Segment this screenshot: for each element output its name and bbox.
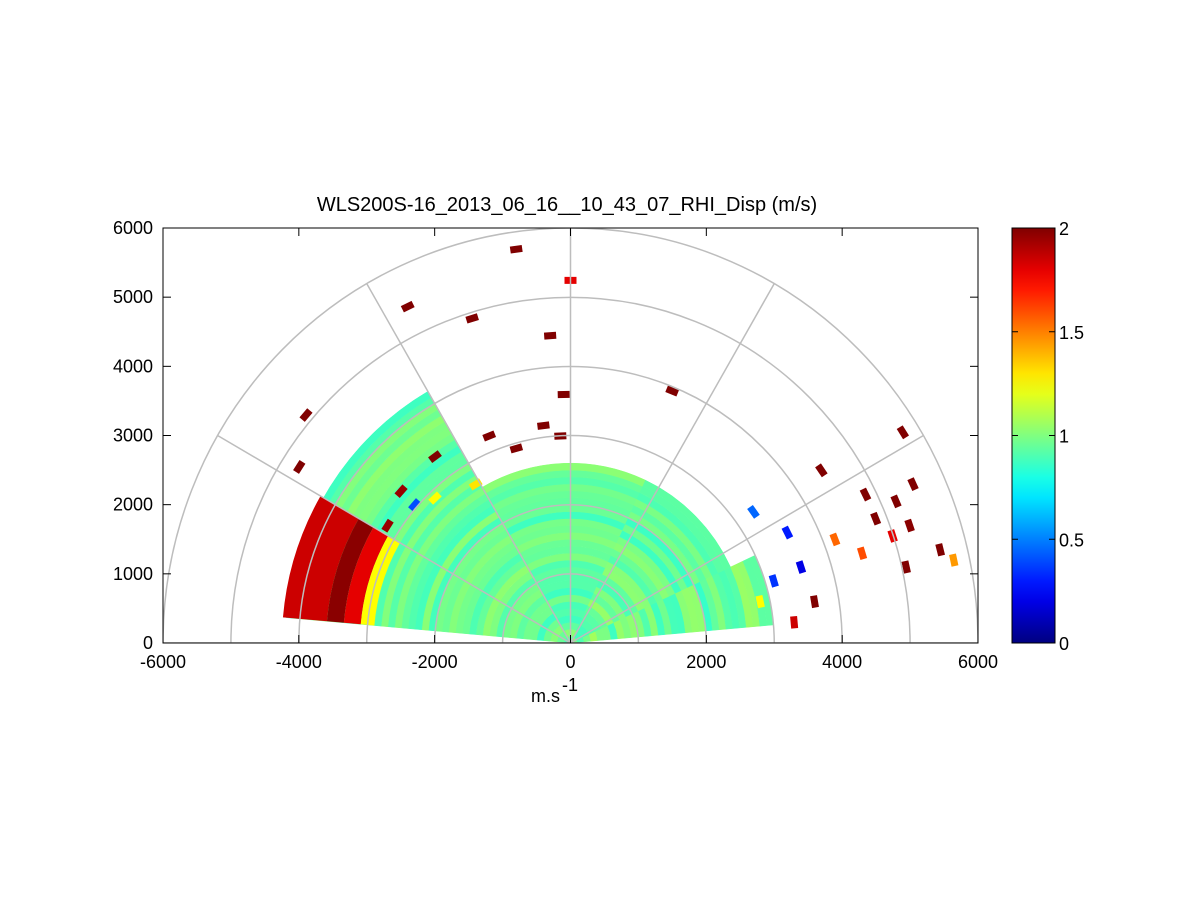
outlier-cell	[394, 484, 408, 498]
outlier-cell	[904, 518, 915, 533]
outlier-cell	[890, 494, 902, 509]
axis-ticks: -6000 -4000 -2000 0 2000 4000 6000 0 1000 2000 300…	[113, 218, 998, 672]
outlier-cell	[408, 498, 422, 512]
x-tick-label: -2000	[412, 652, 458, 672]
x-axis-label-superscript: -1	[562, 675, 578, 695]
outlier-cell	[935, 543, 946, 557]
y-tick-label: 2000	[113, 495, 153, 515]
y-tick-label: 3000	[113, 426, 153, 446]
azimuth-spoke	[570, 434, 924, 643]
outlier-cell	[901, 560, 911, 574]
outlier-cell	[509, 244, 523, 254]
outlier-cell	[907, 477, 919, 492]
colorbar-tick-label: 0.5	[1059, 530, 1084, 550]
outlier-cell	[856, 546, 868, 560]
outlier-cell	[781, 525, 794, 540]
x-tick-label: -4000	[276, 652, 322, 672]
outlier-cell	[896, 425, 910, 440]
colorbar: 0 0.5 1 1.5 2	[1011, 219, 1084, 654]
outlier-cell	[755, 595, 765, 609]
outlier-cell	[543, 331, 557, 340]
outlier-cell	[859, 487, 872, 502]
outlier-cell	[665, 385, 680, 397]
x-tick-label: 2000	[686, 652, 726, 672]
x-tick-label: 0	[565, 652, 575, 672]
outlier-cell	[768, 574, 779, 588]
y-tick-label: 5000	[113, 287, 153, 307]
outlier-cell	[815, 463, 828, 478]
outlier-cell	[509, 443, 524, 454]
y-tick-label: 1000	[113, 564, 153, 584]
outlier-cell	[795, 560, 807, 574]
x-axis-label-text: m.s	[531, 686, 560, 706]
outlier-cell	[381, 518, 394, 533]
wedge-band	[343, 527, 389, 625]
outlier-cell	[400, 300, 415, 313]
outlier-cell	[299, 408, 313, 422]
azimuth-spoke	[569, 283, 775, 643]
wedge-band	[282, 496, 359, 622]
y-tick-label: 4000	[113, 356, 153, 376]
wedge-band	[326, 518, 374, 623]
outlier-cell	[482, 430, 497, 442]
outlier-cell	[293, 459, 306, 474]
outlier-cell	[428, 450, 442, 464]
outlier-cell	[949, 553, 959, 567]
x-tick-label: 4000	[822, 652, 862, 672]
outlier-cell	[557, 390, 570, 399]
outlier-cell	[428, 491, 442, 505]
colorbar-ticks: 0 0.5 1 1.5 2	[1012, 219, 1084, 654]
colorbar-tick-label: 1.5	[1059, 323, 1084, 343]
outlier-cell	[537, 421, 550, 430]
colorbar-tick-label: 0	[1059, 634, 1069, 654]
x-tick-label: -6000	[140, 652, 186, 672]
plot-area: -6000 -4000 -2000 0 2000 4000 6000 0 1000 2000 300…	[113, 218, 998, 672]
y-tick-label: 6000	[113, 218, 153, 238]
colorbar-gradient	[1011, 227, 1056, 644]
x-axis-label: m.s -1	[531, 675, 578, 706]
colorbar-tick-label: 1	[1059, 427, 1069, 447]
y-tick-label: 0	[143, 633, 153, 653]
outlier-cell	[747, 504, 760, 519]
outlier-cell	[810, 595, 819, 609]
outlier-cell	[465, 313, 479, 324]
colorbar-tick-label: 2	[1059, 219, 1069, 239]
azimuth-spoke	[217, 434, 571, 643]
heatmap-layer	[282, 244, 959, 643]
outlier-cell	[790, 616, 799, 629]
chart-title: WLS200S-16_2013_06_16__10_43_07_RHI_Disp…	[317, 194, 817, 216]
azimuth-spoke	[366, 283, 572, 643]
x-tick-label: 6000	[958, 652, 998, 672]
outlier-cell	[870, 511, 882, 526]
outlier-cell	[829, 532, 841, 547]
